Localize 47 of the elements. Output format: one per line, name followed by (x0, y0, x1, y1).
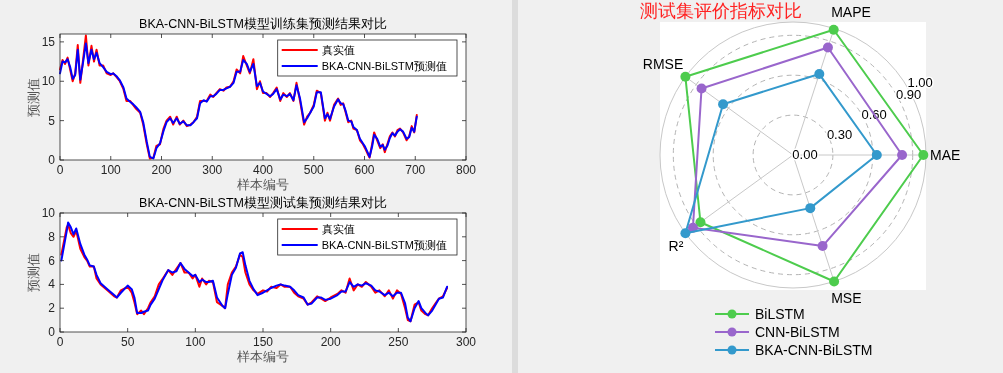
spoke-label: MAPE (831, 4, 871, 20)
y-axis-title: 预测值 (26, 77, 41, 117)
y-axis-title: 预测值 (26, 253, 41, 292)
y-tick-label: 0.30 (826, 127, 853, 143)
x-tick-label: 200 (320, 335, 341, 349)
y-tick-label: 4 (48, 277, 56, 292)
y-tick-label: 2 (48, 301, 56, 316)
x-tick-label: 600 (354, 163, 375, 177)
x-tick-label: 250 (388, 335, 409, 349)
y-tick-label: 1.00 (907, 74, 933, 90)
y-tick-label: 8 (48, 229, 56, 244)
x-tick-label: 50 (120, 335, 135, 349)
y-tick-label: 0.90 (896, 87, 922, 103)
y-tick-label: 6 (48, 253, 56, 268)
y-tick-label: 10 (41, 74, 56, 89)
x-tick-label: 100 (100, 163, 122, 177)
spoke-label: R² (668, 238, 684, 255)
legend-label: 真实值 (321, 223, 355, 235)
chart-title: 测试集评价指标对比 (640, 1, 802, 21)
y-tick-label: 15 (41, 34, 56, 49)
y-tick-label: 10 (41, 206, 56, 220)
y-tick-label: 0 (48, 153, 56, 167)
legend-label: BiLSTM (755, 306, 805, 322)
spoke-label: MSE (831, 290, 862, 306)
x-axis-title: 样本编号 (237, 177, 289, 192)
x-axis-title: 样本编号 (237, 349, 289, 364)
legend-label: BKA-CNN-BiLSTM预测值 (321, 239, 447, 251)
x-tick-label: 700 (405, 163, 426, 177)
x-tick-label: 300 (202, 163, 223, 177)
x-tick-label: 500 (303, 163, 325, 177)
x-tick-label: 200 (151, 163, 172, 177)
legend-label: CNN-BiLSTM (755, 324, 840, 340)
y-tick-label: 5 (48, 113, 56, 128)
y-tick-label: 0.00 (792, 147, 818, 162)
spoke-label: MAE (930, 147, 961, 163)
spoke-label: RMSE (642, 55, 684, 72)
x-tick-label: 800 (455, 163, 477, 177)
x-tick-label: 400 (252, 163, 274, 177)
x-tick-label: 300 (455, 335, 477, 349)
legend-label: BKA-CNN-BiLSTM预测值 (321, 60, 447, 72)
x-tick-label: 100 (185, 335, 206, 349)
legend-label: BKA-CNN-BiLSTM (755, 342, 873, 358)
y-tick-label: 0 (48, 325, 56, 339)
legend-label: 真实值 (321, 44, 355, 56)
chart-title: BKA-CNN-BiLSTM模型训练集预测结果对比 (139, 17, 387, 31)
x-tick-label: 150 (252, 335, 274, 349)
chart-title: BKA-CNN-BiLSTM模型测试集预测结果对比 (139, 196, 387, 210)
